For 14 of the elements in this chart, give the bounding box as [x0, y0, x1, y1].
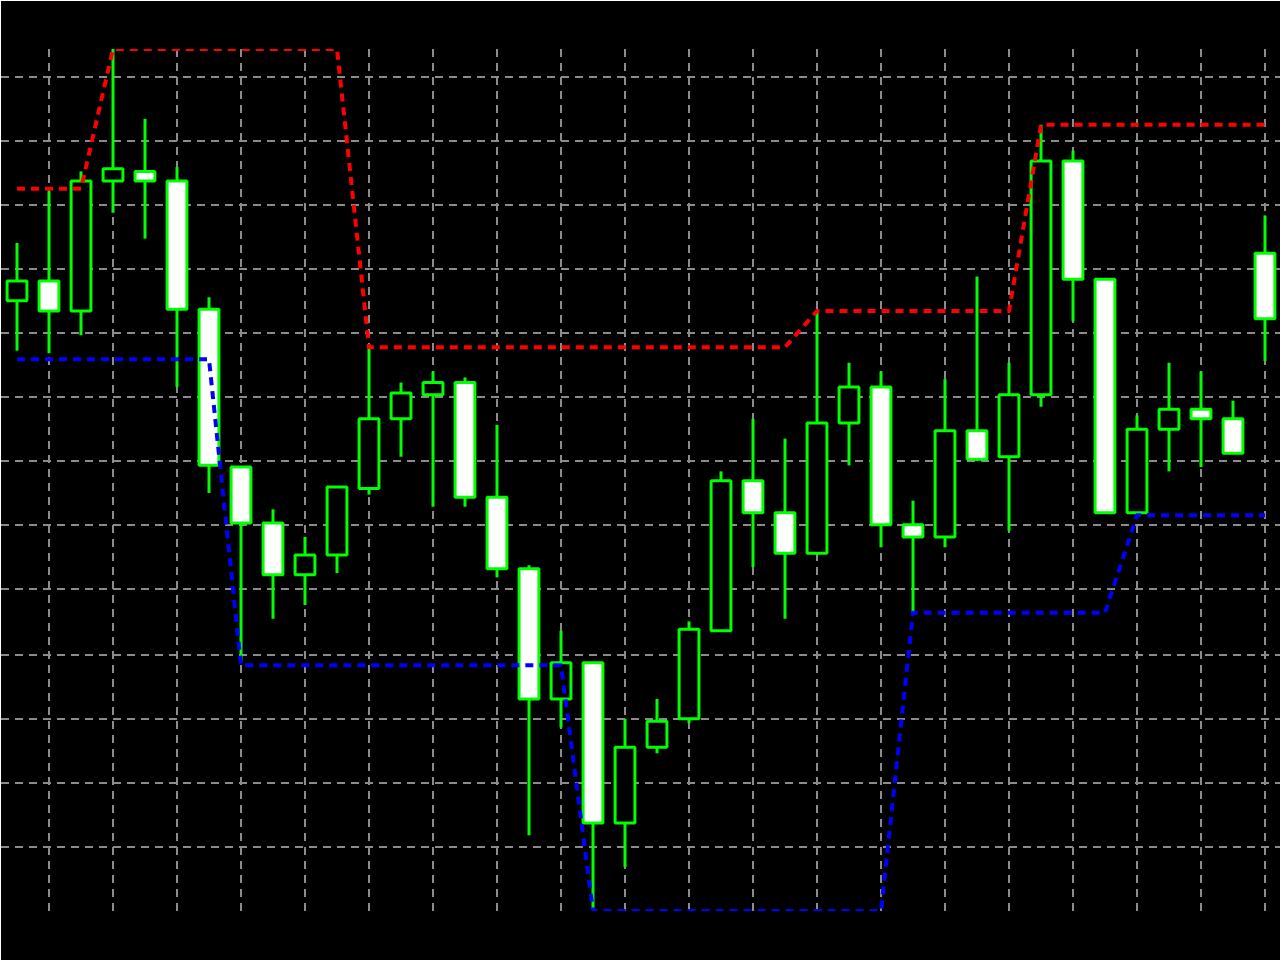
- candlestick: [1189, 369, 1213, 469]
- candlestick: [421, 369, 445, 509]
- candlestick: [1157, 361, 1181, 473]
- candlestick: [37, 189, 61, 355]
- candlestick: [133, 117, 157, 241]
- candlestick: [773, 437, 797, 621]
- candlestick: [965, 275, 989, 463]
- candlestick: [293, 535, 317, 607]
- candlestick: [645, 697, 669, 755]
- candlestick: [837, 361, 861, 467]
- candlestick: [389, 381, 413, 459]
- candlestick: [741, 417, 765, 569]
- candlestick: [901, 499, 925, 615]
- candlestick: [1221, 399, 1245, 455]
